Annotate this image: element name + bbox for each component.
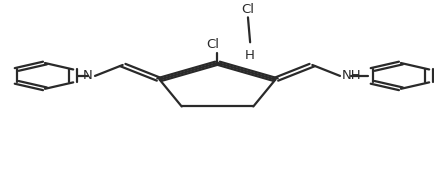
- Text: Cl: Cl: [241, 3, 254, 16]
- Text: N: N: [83, 69, 92, 82]
- Text: Cl: Cl: [206, 38, 219, 51]
- Text: H: H: [245, 49, 254, 62]
- Text: NH: NH: [342, 69, 361, 82]
